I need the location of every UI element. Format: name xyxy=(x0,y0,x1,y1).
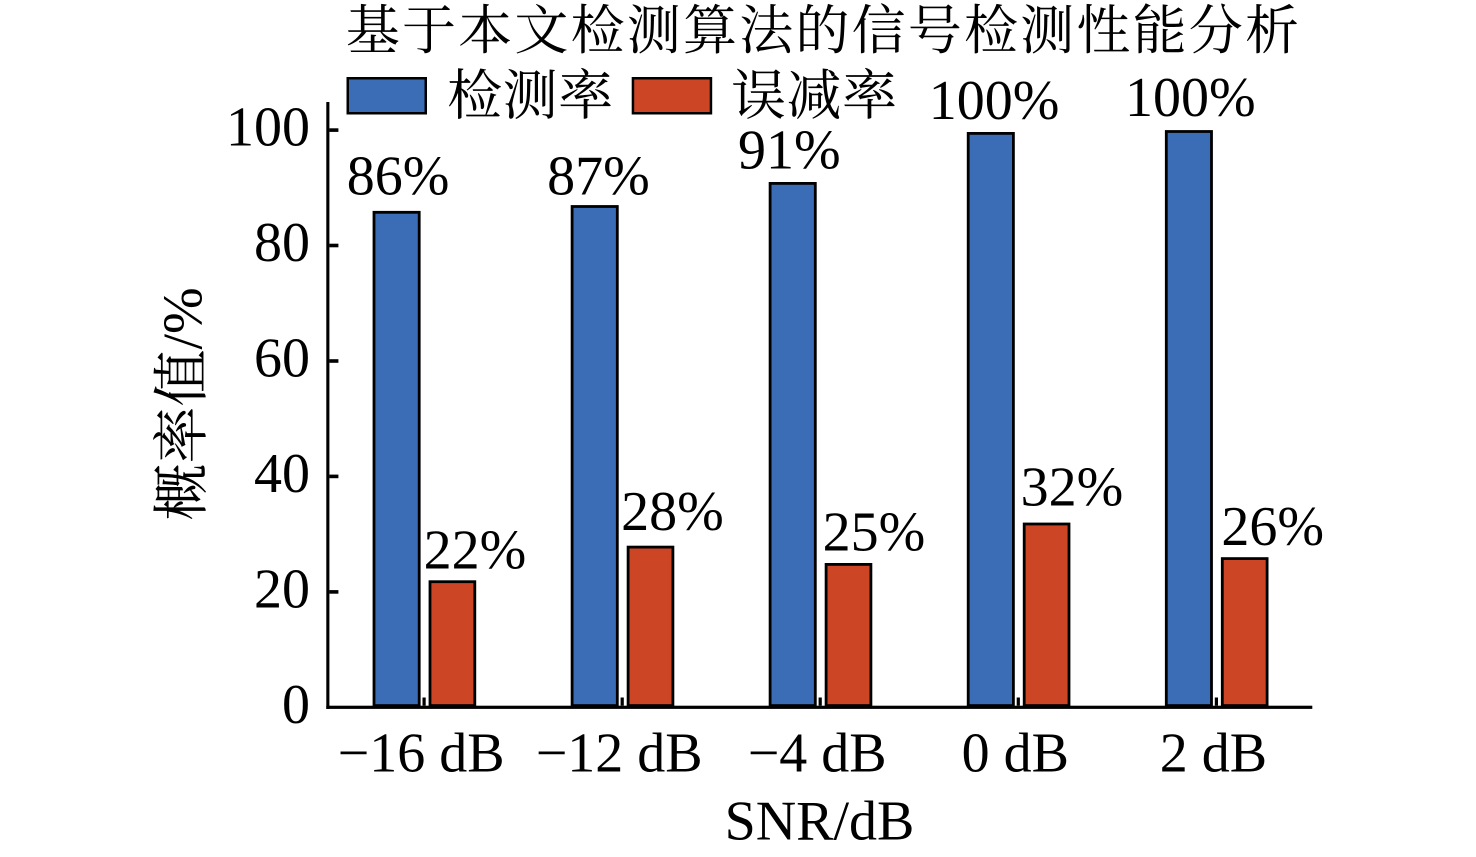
svg-text:26%: 26% xyxy=(1221,496,1324,558)
svg-text:28%: 28% xyxy=(621,481,724,543)
svg-text:20: 20 xyxy=(254,558,310,620)
svg-text:0 dB: 0 dB xyxy=(962,722,1069,784)
svg-text:100%: 100% xyxy=(1125,67,1256,129)
svg-text:2 dB: 2 dB xyxy=(1160,722,1267,784)
svg-text:100: 100 xyxy=(226,97,310,159)
svg-text:−16 dB: −16 dB xyxy=(338,722,505,784)
svg-text:SNR/dB: SNR/dB xyxy=(725,790,915,852)
svg-text:60: 60 xyxy=(254,328,310,390)
svg-text:−4 dB: −4 dB xyxy=(748,722,887,784)
svg-text:86%: 86% xyxy=(347,146,450,208)
svg-text:22%: 22% xyxy=(424,519,527,581)
svg-text:0: 0 xyxy=(282,674,310,736)
svg-text:80: 80 xyxy=(254,212,310,274)
svg-text:40: 40 xyxy=(254,443,310,505)
svg-text:100%: 100% xyxy=(929,70,1060,132)
svg-text:32%: 32% xyxy=(1021,456,1124,518)
svg-text:87%: 87% xyxy=(547,146,650,208)
svg-text:91%: 91% xyxy=(738,120,841,182)
svg-text:/%: /% xyxy=(152,287,214,349)
svg-text:25%: 25% xyxy=(823,502,926,564)
svg-text:−12 dB: −12 dB xyxy=(536,722,703,784)
